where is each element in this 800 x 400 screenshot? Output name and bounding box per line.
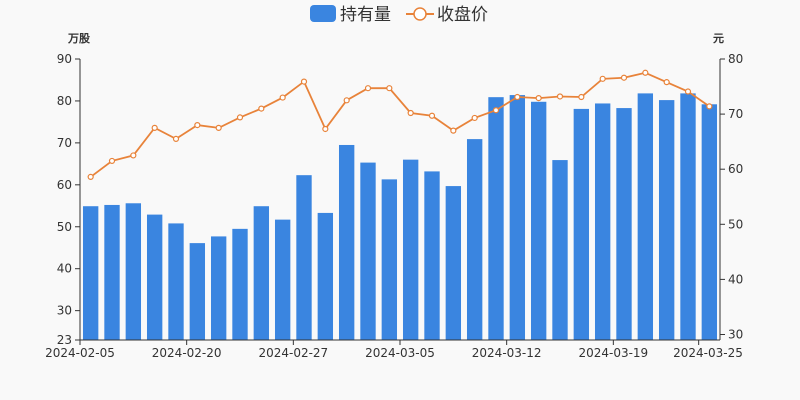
bar-holdings[interactable] bbox=[552, 160, 568, 340]
bar-holdings[interactable] bbox=[658, 100, 675, 340]
y-right-tick-label: 40 bbox=[728, 272, 743, 286]
bar-holdings[interactable] bbox=[253, 206, 270, 340]
y-left-tick-label: 70 bbox=[57, 136, 72, 150]
close-price-point[interactable] bbox=[364, 85, 372, 92]
bar-holdings[interactable] bbox=[637, 93, 654, 340]
close-price-point[interactable] bbox=[620, 74, 628, 81]
legend-label-close-price: 收盘价 bbox=[437, 5, 488, 25]
bar-holdings[interactable] bbox=[530, 101, 547, 340]
close-price-point[interactable] bbox=[706, 103, 713, 110]
close-price-point[interactable] bbox=[471, 114, 478, 122]
bar-holdings[interactable] bbox=[616, 108, 632, 340]
close-price-point[interactable] bbox=[684, 88, 692, 95]
close-price-point[interactable] bbox=[556, 93, 564, 100]
bar-holdings[interactable] bbox=[402, 159, 419, 340]
y-left-tick-labels: 23 30 40 50 60 70 80 90 bbox=[57, 52, 80, 347]
y-right-tick-label: 60 bbox=[728, 162, 743, 176]
close-price-point[interactable] bbox=[236, 114, 244, 121]
close-price-point[interactable] bbox=[599, 75, 606, 82]
bar-holdings[interactable] bbox=[232, 228, 248, 340]
y-left-tick-label: 60 bbox=[57, 178, 72, 192]
close-price-point[interactable] bbox=[386, 85, 393, 92]
bar-holdings[interactable] bbox=[509, 95, 526, 340]
x-tick-label: 2024-03-25 bbox=[673, 346, 743, 360]
bar-series-holdings bbox=[82, 93, 718, 340]
close-price-point[interactable] bbox=[535, 95, 542, 102]
x-tick-labels: 2024-02-05 2024-02-20 2024-02-27 2024-03-05… bbox=[45, 340, 743, 360]
x-tick-label: 2024-03-12 bbox=[472, 346, 542, 360]
bar-holdings[interactable] bbox=[274, 219, 291, 340]
bar-holdings[interactable] bbox=[445, 186, 462, 340]
close-price-point[interactable] bbox=[215, 124, 222, 131]
y-right-unit: 元 bbox=[713, 32, 724, 45]
bar-holdings[interactable] bbox=[701, 104, 718, 340]
bar-holdings[interactable] bbox=[210, 236, 227, 340]
close-price-point[interactable] bbox=[663, 79, 670, 86]
close-price-point[interactable] bbox=[450, 127, 457, 134]
y-left-tick-label: 23 bbox=[57, 333, 72, 347]
x-tick-label: 2024-03-19 bbox=[578, 346, 648, 360]
legend[interactable]: 持有量 收盘价 bbox=[310, 5, 488, 25]
bar-holdings[interactable] bbox=[573, 108, 590, 340]
bar-holdings[interactable] bbox=[168, 223, 184, 340]
y-left-tick-label: 90 bbox=[57, 52, 72, 66]
close-price-point[interactable] bbox=[258, 105, 265, 112]
bar-holdings[interactable] bbox=[146, 214, 163, 340]
bar-holdings[interactable] bbox=[488, 97, 504, 340]
legend-item-close-price[interactable]: 收盘价 bbox=[406, 5, 488, 25]
legend-label-holdings: 持有量 bbox=[340, 5, 391, 25]
close-price-point[interactable] bbox=[279, 94, 286, 101]
x-tick-label: 2024-02-05 bbox=[45, 346, 115, 360]
bar-holdings[interactable] bbox=[338, 144, 355, 340]
bar-holdings[interactable] bbox=[317, 212, 334, 340]
bar-holdings[interactable] bbox=[296, 175, 312, 340]
y-left-unit: 万股 bbox=[67, 32, 91, 45]
bar-holdings[interactable] bbox=[360, 162, 376, 340]
bar-holdings[interactable] bbox=[104, 204, 120, 340]
close-price-point[interactable] bbox=[407, 109, 414, 117]
y-right-tick-label: 30 bbox=[728, 327, 743, 341]
close-price-point[interactable] bbox=[300, 78, 308, 85]
y-left-tick-label: 50 bbox=[57, 220, 72, 234]
close-price-point[interactable] bbox=[87, 173, 94, 181]
x-tick-label: 2024-02-27 bbox=[258, 346, 328, 360]
x-tick-label: 2024-02-20 bbox=[152, 346, 222, 360]
close-price-point[interactable] bbox=[492, 107, 500, 114]
legend-item-holdings[interactable]: 持有量 bbox=[310, 5, 391, 25]
bar-holdings[interactable] bbox=[381, 179, 398, 340]
close-price-point[interactable] bbox=[578, 93, 585, 101]
close-price-point[interactable] bbox=[428, 112, 436, 119]
close-price-point[interactable] bbox=[642, 69, 649, 76]
y-right-tick-label: 80 bbox=[728, 52, 743, 66]
bar-holdings[interactable] bbox=[680, 93, 696, 340]
y-left-tick-label: 80 bbox=[57, 94, 72, 108]
bar-holdings[interactable] bbox=[82, 206, 99, 340]
close-price-point[interactable] bbox=[172, 135, 180, 142]
close-price-line bbox=[90, 71, 710, 178]
close-price-point[interactable] bbox=[151, 124, 158, 131]
y-left-tick-label: 30 bbox=[57, 304, 72, 318]
close-price-point[interactable] bbox=[108, 157, 116, 165]
bar-holdings[interactable] bbox=[424, 171, 440, 340]
x-tick-label: 2024-03-05 bbox=[365, 346, 435, 360]
y-right-tick-labels: 30 40 50 60 70 80 bbox=[720, 52, 743, 341]
y-left-tick-label: 40 bbox=[57, 262, 72, 276]
close-price-point[interactable] bbox=[322, 125, 329, 133]
y-right-tick-label: 50 bbox=[728, 217, 743, 231]
bar-holdings[interactable] bbox=[125, 203, 142, 340]
legend-swatch-holdings bbox=[310, 5, 336, 22]
line-series-close-price bbox=[87, 69, 713, 181]
close-price-point[interactable] bbox=[130, 152, 137, 159]
bar-holdings[interactable] bbox=[189, 243, 206, 340]
legend-marker-close-price bbox=[413, 7, 427, 21]
bar-holdings[interactable] bbox=[594, 103, 611, 340]
close-price-point[interactable] bbox=[194, 122, 201, 129]
close-price-point[interactable] bbox=[343, 97, 350, 104]
close-price-point[interactable] bbox=[514, 93, 521, 101]
y-right-tick-label: 70 bbox=[728, 107, 743, 121]
bar-holdings[interactable] bbox=[466, 139, 483, 340]
